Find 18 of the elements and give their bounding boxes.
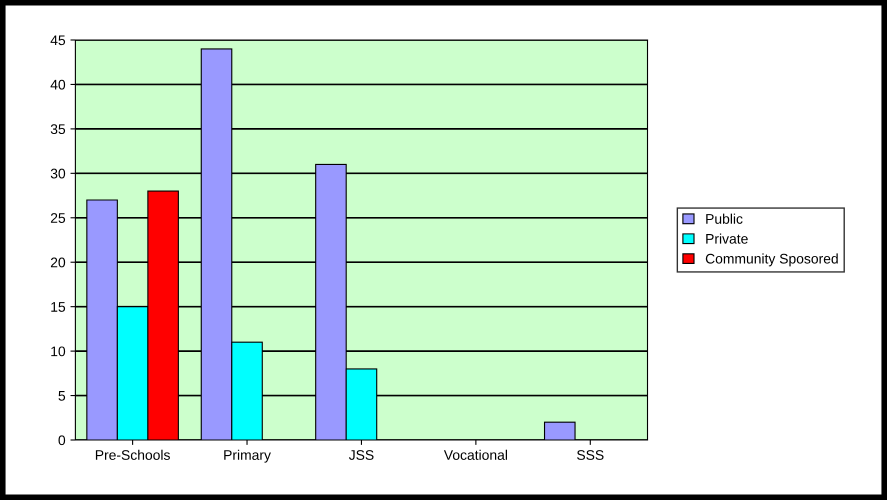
y-tick-label: 5	[58, 391, 66, 401]
legend-label: Private	[706, 234, 748, 244]
y-tick-label: 30	[50, 168, 66, 179]
x-tick-label: Pre-Schools	[96, 450, 170, 460]
x-tick-label: Vocational	[444, 450, 507, 460]
y-tick-label: 0	[58, 435, 66, 446]
legend-label: Community Sposored	[706, 253, 838, 266]
x-tick-label: Primary	[224, 450, 271, 463]
y-tick-label: 15	[51, 302, 66, 312]
y-tick-label: 10	[51, 346, 66, 356]
legend-label: Public	[706, 214, 743, 224]
y-tick-label: 45	[50, 35, 66, 46]
y-tick-label: 25	[50, 213, 66, 223]
x-tick-label: SSS	[577, 450, 604, 460]
x-tick-label: JSS	[348, 450, 374, 460]
y-tick-label: 20	[50, 258, 66, 268]
y-tick-label: 40	[50, 80, 66, 90]
y-tick-label: 35	[50, 124, 66, 134]
